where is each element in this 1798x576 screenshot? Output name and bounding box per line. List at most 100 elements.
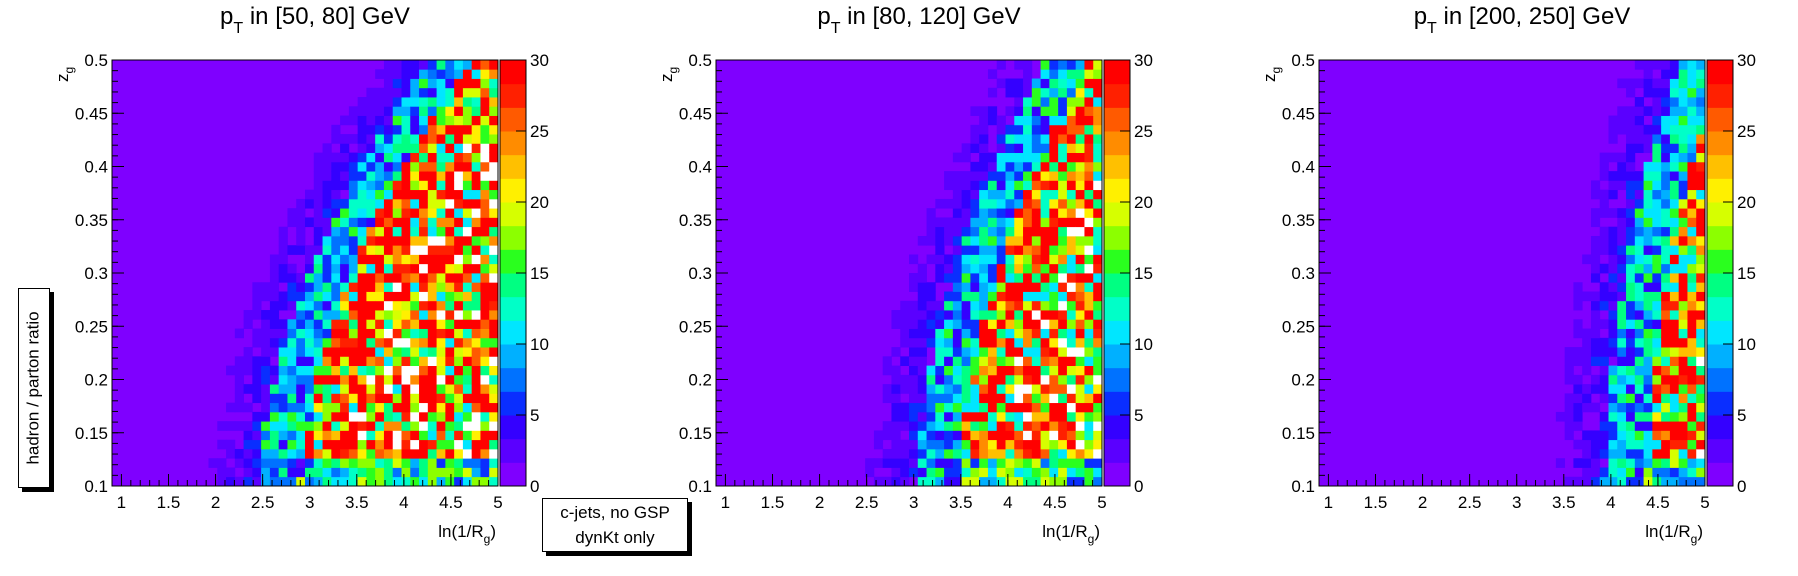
heat-cell	[926, 458, 936, 468]
heat-cell	[996, 134, 1006, 144]
heat-cell	[462, 319, 473, 329]
heat-cell	[1084, 152, 1094, 163]
heat-cell	[480, 161, 490, 172]
heat-cell	[480, 217, 490, 228]
heat-cell	[1075, 87, 1085, 98]
heat-cell	[1590, 310, 1601, 320]
heat-cell	[419, 60, 429, 70]
heat-cell	[1617, 319, 1627, 329]
heat-cell	[1652, 393, 1662, 404]
heat-cell	[348, 152, 359, 163]
heat-cell	[1696, 300, 1706, 311]
heat-cell	[1608, 180, 1618, 191]
heat-cell	[480, 124, 490, 135]
heat-cell	[410, 458, 420, 468]
heat-cell	[480, 263, 490, 274]
heat-cell	[322, 310, 332, 320]
heat-cell	[331, 467, 341, 478]
heat-cell	[1573, 347, 1583, 357]
color-bar-step	[1707, 202, 1733, 227]
heat-cell	[489, 60, 499, 70]
heat-cell	[383, 254, 394, 265]
heat-cell	[480, 421, 490, 431]
heat-cell	[357, 152, 367, 163]
heat-cell	[1617, 291, 1627, 302]
heat-cell	[313, 152, 323, 163]
heat-cell	[287, 282, 297, 292]
heat-cell	[313, 384, 323, 394]
heat-cell	[961, 356, 971, 367]
heat-cell	[865, 458, 875, 468]
heat-cell	[935, 226, 945, 237]
heat-cell	[1661, 365, 1671, 376]
heat-cell	[1031, 97, 1041, 107]
heat-cell	[1084, 337, 1094, 348]
heat-cell	[1599, 171, 1609, 181]
heat-cell	[1599, 384, 1609, 394]
heat-cell	[471, 439, 481, 450]
heat-cell	[1643, 124, 1653, 135]
ratio-label-box: hadron / parton ratio	[18, 288, 50, 488]
heat-cell	[427, 411, 437, 422]
heat-cell	[1599, 198, 1609, 209]
heat-cell	[1573, 300, 1583, 311]
heat-cell	[1669, 171, 1680, 181]
heat-cell	[1084, 60, 1094, 70]
heat-cell	[1066, 263, 1077, 274]
heat-cell	[1687, 245, 1697, 255]
heat-cell	[1634, 393, 1644, 404]
heat-cell	[331, 161, 341, 172]
heat-cell	[357, 402, 367, 413]
heat-cell	[970, 374, 980, 385]
heat-cell	[313, 393, 323, 404]
heat-cell	[1696, 319, 1706, 329]
heat-cell	[454, 189, 464, 200]
heat-cell	[383, 319, 394, 329]
heat-cell	[427, 143, 437, 154]
heat-cell	[944, 235, 954, 246]
heat-cell	[1023, 143, 1033, 154]
heat-cell	[1005, 448, 1015, 459]
heat-cell	[261, 310, 271, 320]
heat-cell	[383, 430, 394, 441]
heat-cell	[1661, 254, 1671, 265]
heat-cell	[1005, 263, 1015, 274]
z-tick-label: 25	[1134, 122, 1153, 141]
heat-cell	[1084, 235, 1094, 246]
heat-cell	[366, 365, 376, 376]
heat-cell	[1058, 97, 1068, 107]
heat-cell	[1687, 124, 1697, 135]
heat-cell	[1617, 476, 1627, 487]
heat-cell	[462, 273, 473, 283]
heat-cell	[410, 384, 420, 394]
heat-cell	[296, 235, 306, 246]
heat-cell	[909, 300, 919, 311]
heat-cell	[322, 356, 332, 367]
heat-cell	[383, 439, 394, 450]
heat-cell	[401, 337, 411, 348]
heat-cell	[445, 78, 455, 89]
heat-cell	[489, 217, 499, 228]
heat-cell	[926, 328, 936, 339]
z-tick-label: 30	[530, 51, 549, 70]
heat-cell	[1058, 356, 1068, 367]
heat-cell	[1005, 328, 1015, 339]
heat-cell	[987, 235, 998, 246]
heat-cell	[1652, 310, 1662, 320]
heat-cell	[366, 254, 376, 265]
heat-cell	[1084, 161, 1094, 172]
heat-cell	[917, 319, 927, 329]
heat-cell	[1040, 310, 1050, 320]
heat-cell	[383, 273, 394, 283]
heat-cell	[1608, 337, 1618, 348]
heat-cell	[331, 282, 341, 292]
heat-cell	[392, 282, 402, 292]
heat-cell	[375, 245, 385, 255]
heat-cell	[252, 291, 262, 302]
heat-cell	[1573, 411, 1583, 422]
heat-cell	[1678, 365, 1688, 376]
heat-cell	[891, 310, 901, 320]
heat-cell	[357, 189, 367, 200]
heat-cell	[331, 273, 341, 283]
heat-cell	[917, 384, 927, 394]
